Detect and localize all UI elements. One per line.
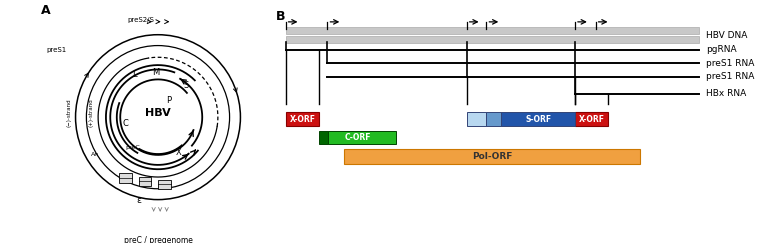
Bar [285,36,699,43]
Text: M: M [152,68,159,78]
Text: (−)-strand: (−)-strand [66,98,72,127]
Text: S: S [184,81,188,90]
Bar [285,27,699,34]
Text: An: An [91,152,99,156]
Bar [139,177,151,186]
Text: preC / pregenome: preC / pregenome [124,236,192,243]
Bar [285,112,319,126]
Bar [486,112,501,126]
Text: preS2/S: preS2/S [127,17,154,23]
Text: ε: ε [136,196,141,205]
Text: HBx RNA: HBx RNA [707,89,747,98]
Text: L: L [132,70,137,79]
Text: pgRNA: pgRNA [707,45,737,54]
Bar [501,112,575,126]
Bar [119,173,131,183]
Text: S-ORF: S-ORF [525,114,551,124]
Text: HBV: HBV [145,108,171,118]
Text: (+)-strand: (+)-strand [89,98,93,127]
Text: X-ORF: X-ORF [579,114,605,124]
Text: A: A [41,4,50,17]
Text: C-ORF: C-ORF [344,133,371,142]
Text: X-ORF: X-ORF [289,114,315,124]
Bar [319,131,327,144]
Text: preC: preC [125,145,140,150]
Bar [575,112,608,126]
Text: B: B [275,10,285,23]
Text: preS1 RNA: preS1 RNA [707,59,755,68]
Text: X: X [176,148,182,157]
Bar [343,149,640,164]
Text: preS1 RNA: preS1 RNA [707,72,755,81]
Text: HBV DNA: HBV DNA [707,31,748,40]
Text: Pol-ORF: Pol-ORF [472,152,512,161]
Text: preS1: preS1 [46,47,66,53]
Text: P: P [166,96,172,105]
Text: C: C [123,119,128,128]
Bar [467,112,486,126]
Bar [327,131,396,144]
Bar [159,180,171,189]
